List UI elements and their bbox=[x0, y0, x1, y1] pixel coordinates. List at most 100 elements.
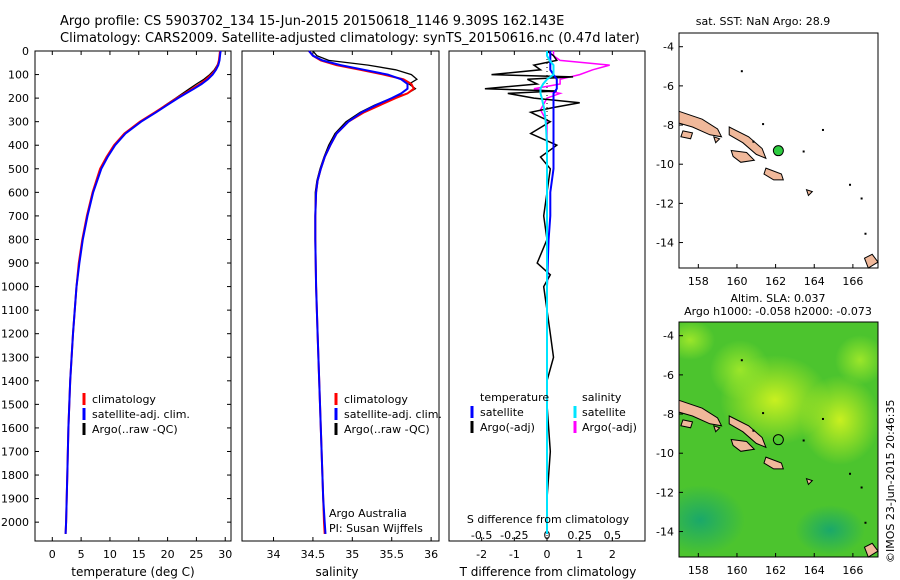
island bbox=[805, 477, 814, 486]
lat-tick-label: -6 bbox=[663, 369, 674, 382]
series-line-t-satellite bbox=[546, 51, 558, 534]
x-tick-label: 0.25 bbox=[567, 529, 592, 542]
x-tick-label: 34.5 bbox=[301, 548, 326, 561]
lat-tick-label: -14 bbox=[656, 526, 674, 539]
lat-tick-label: -4 bbox=[663, 41, 674, 54]
small-island bbox=[740, 359, 743, 362]
series-line-s-satellite bbox=[539, 51, 555, 534]
x-tick-label: 0 bbox=[49, 548, 56, 561]
s-diff-xtick-labels: -0.5-0.2500.250.5 bbox=[471, 529, 621, 542]
lat-tick-label: -8 bbox=[663, 119, 674, 132]
temperature-panel: 0100200300400500600700800900100011001200… bbox=[1, 45, 645, 579]
lon-tick-label: 164 bbox=[804, 275, 825, 288]
legend-s-argo: Argo(-adj) bbox=[582, 421, 637, 434]
sla-map-title: Altim. SLA: 0.037 bbox=[730, 292, 825, 305]
series-line-satellite-adj-clim- bbox=[308, 50, 409, 534]
small-island bbox=[864, 232, 867, 235]
small-island bbox=[762, 412, 765, 415]
island bbox=[863, 253, 879, 269]
sla-field bbox=[679, 322, 878, 557]
island bbox=[678, 399, 723, 427]
lon-tick-label: 158 bbox=[688, 564, 709, 577]
s-diff-label: S difference from climatology bbox=[467, 513, 630, 526]
argo-float-marker bbox=[772, 145, 784, 157]
header-line2: Climatology: CARS2009. Satellite-adjuste… bbox=[60, 31, 640, 46]
legend-temperature-title: temperature bbox=[480, 391, 549, 404]
x-tick-label: 10 bbox=[103, 548, 117, 561]
depth-tick-label: 600 bbox=[8, 186, 29, 199]
island bbox=[863, 542, 879, 558]
island bbox=[763, 456, 784, 470]
depth-tick-label: 1200 bbox=[1, 328, 29, 341]
island bbox=[728, 126, 767, 160]
small-island bbox=[740, 70, 743, 73]
salinity-lines bbox=[308, 50, 419, 534]
argo-float-marker bbox=[772, 434, 784, 446]
small-island bbox=[821, 417, 824, 420]
sla-map-subtitle: Argo h1000: -0.058 h2000: -0.073 bbox=[684, 305, 872, 318]
lon-tick-label: 166 bbox=[842, 564, 863, 577]
small-island bbox=[860, 197, 863, 200]
island bbox=[713, 136, 721, 144]
lat-tick-label: -10 bbox=[656, 158, 674, 171]
depth-tick-label: 1000 bbox=[1, 281, 29, 294]
small-island bbox=[864, 521, 867, 524]
small-island bbox=[802, 150, 805, 153]
depth-tick-label: 200 bbox=[8, 92, 29, 105]
island bbox=[728, 415, 767, 449]
depth-tick-label: 800 bbox=[8, 233, 29, 246]
difference-lines bbox=[484, 50, 610, 534]
island bbox=[730, 149, 756, 163]
small-island bbox=[802, 439, 805, 442]
lat-tick-label: -4 bbox=[663, 330, 674, 343]
depth-tick-label: 300 bbox=[8, 116, 29, 129]
difference-panel: -2 -1 0 1 2 -0.5 -0.25 0 0.25 0.5 S difference f… bbox=[448, 50, 646, 579]
lat-tick-label: -10 bbox=[656, 447, 674, 460]
lon-tick-label: 158 bbox=[688, 275, 709, 288]
depth-tick-label: 1300 bbox=[1, 351, 29, 364]
salinity-panel: 34 34.5 35 35.5 36 salinity climatology sate… bbox=[241, 50, 442, 579]
small-island bbox=[849, 472, 852, 475]
depth-tick-label: 400 bbox=[8, 139, 29, 152]
x-tick-label: -1 bbox=[509, 548, 520, 561]
series-line-satellite-adj-clim- bbox=[64, 50, 222, 534]
island bbox=[678, 110, 723, 138]
lon-tick-label: 166 bbox=[842, 275, 863, 288]
imos-stamp: ©IMOS 23-Jun-2015 20:46:35 bbox=[884, 399, 897, 563]
lon-tick-label: 160 bbox=[726, 564, 747, 577]
legend-climatology: climatology bbox=[344, 393, 408, 406]
sst-map-ticks: 158 160 162 164 166 -4 -6 -8 -10 -12 -14 bbox=[656, 41, 863, 288]
depth-tick-label: 500 bbox=[8, 163, 29, 176]
depth-tick-label: 1500 bbox=[1, 398, 29, 411]
x-tick-label: 15 bbox=[132, 548, 146, 561]
lat-tick-label: -6 bbox=[663, 80, 674, 93]
x-tick-label: -2 bbox=[476, 548, 487, 561]
x-tick-label: 34 bbox=[267, 548, 281, 561]
annotation-line1: Argo Australia bbox=[329, 507, 407, 520]
depth-tick-label: 1100 bbox=[1, 304, 29, 317]
legend-s-satellite: satellite bbox=[582, 406, 626, 419]
x-tick-label: 5 bbox=[78, 548, 85, 561]
depth-tick-label: 100 bbox=[8, 69, 29, 82]
x-tick-label: 35.5 bbox=[379, 548, 404, 561]
lon-tick-label: 162 bbox=[765, 564, 786, 577]
lat-tick-label: -8 bbox=[663, 408, 674, 421]
legend-climatology: climatology bbox=[92, 393, 156, 406]
lat-tick-label: -14 bbox=[656, 237, 674, 250]
sla-map-land bbox=[678, 359, 879, 558]
lat-tick-label: -12 bbox=[656, 197, 674, 210]
sst-map-title: sat. SST: NaN Argo: 28.9 bbox=[696, 15, 830, 28]
x-tick-label: 2 bbox=[609, 548, 616, 561]
island bbox=[763, 167, 784, 181]
island bbox=[805, 188, 814, 197]
lon-tick-label: 162 bbox=[765, 275, 786, 288]
sst-map: sat. SST: NaN Argo: 28.9 158 160 162 164 166… bbox=[656, 15, 879, 288]
small-island bbox=[752, 429, 755, 432]
x-tick-label: -0.5 bbox=[471, 529, 492, 542]
x-tick-label: 35 bbox=[345, 548, 359, 561]
series-line-t-argo-adj- bbox=[484, 50, 580, 523]
depth-tick-label: 700 bbox=[8, 210, 29, 223]
annotation-line2: PI: Susan Wijffels bbox=[329, 522, 423, 535]
salinity-xtick-labels: 34 34.5 35 35.5 36 bbox=[267, 51, 438, 561]
